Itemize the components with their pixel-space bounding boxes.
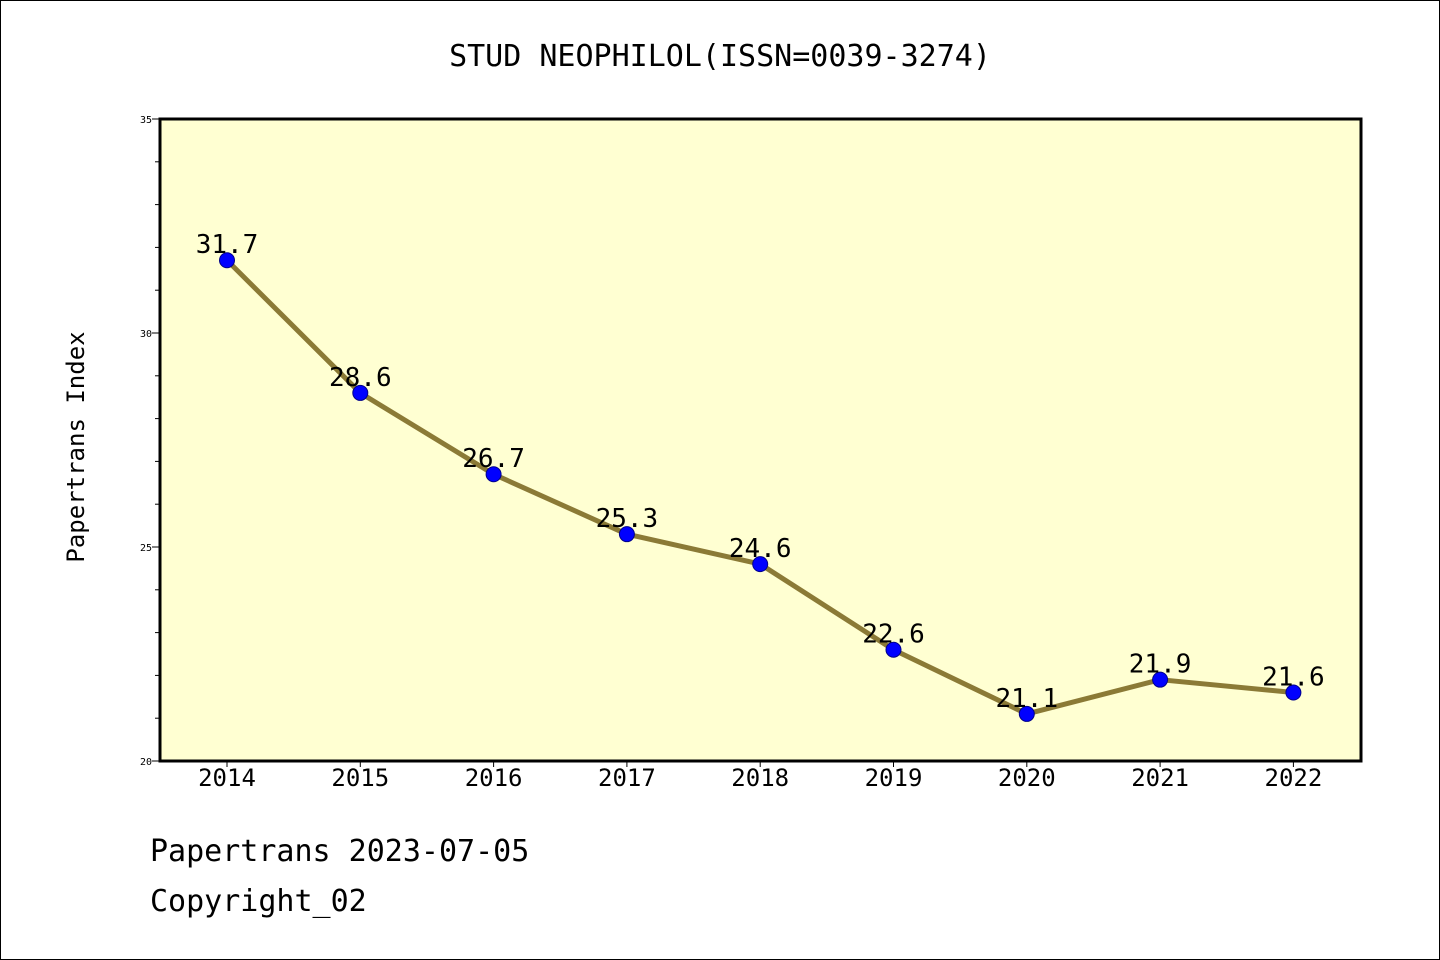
data-point — [885, 641, 902, 658]
x-tick-label: 2015 — [331, 764, 389, 792]
series-markers — [219, 252, 1302, 722]
x-tick-label: 2020 — [998, 764, 1056, 792]
x-tick-label: 2019 — [865, 764, 923, 792]
data-label: 25.3 — [596, 504, 659, 534]
x-tick-label: 2021 — [1131, 764, 1189, 792]
data-point — [752, 556, 769, 573]
chart-title: STUD NEOPHILOL(ISSN=0039-3274) — [449, 39, 991, 74]
x-axis: 2014 2015 2016 2017 2018 2019 2020 2021 2022 — [198, 761, 1322, 792]
data-label: 31.7 — [196, 230, 259, 260]
data-label: 21.9 — [1129, 650, 1192, 680]
footer-copyright: Copyright_02 — [150, 884, 367, 919]
x-tick-label: 2014 — [198, 764, 256, 792]
x-tick-label: 2016 — [465, 764, 523, 792]
data-point — [485, 466, 502, 483]
data-point — [219, 252, 235, 269]
data-label: 24.6 — [729, 534, 792, 564]
data-label: 28.6 — [329, 363, 392, 393]
x-tick-label: 2018 — [731, 764, 789, 792]
y-tick-label: 35 — [140, 115, 152, 126]
y-axis: 20 25 30 35 — [140, 115, 160, 768]
y-axis-label: Papertrans Index — [62, 331, 90, 562]
y-tick-label: 30 — [140, 329, 152, 340]
data-label: 26.7 — [462, 444, 525, 474]
x-tick-label: 2017 — [598, 764, 656, 792]
data-label: 21.6 — [1262, 663, 1325, 693]
data-point — [1285, 684, 1302, 701]
data-label: 22.6 — [862, 620, 925, 650]
data-labels: 31.7 28.6 26.7 25.3 24.6 22.6 21.1 21.9 21.6 — [196, 230, 1325, 714]
data-point — [1152, 671, 1169, 688]
data-point — [352, 384, 369, 401]
plot-area — [158, 117, 1363, 763]
x-tick-label: 2022 — [1265, 764, 1323, 792]
y-tick-label: 25 — [140, 543, 152, 554]
data-point — [618, 526, 635, 543]
data-point — [1018, 705, 1035, 722]
footer-date: Papertrans 2023-07-05 — [150, 834, 530, 869]
y-tick-label: 20 — [140, 757, 152, 768]
data-label: 21.1 — [995, 684, 1058, 714]
